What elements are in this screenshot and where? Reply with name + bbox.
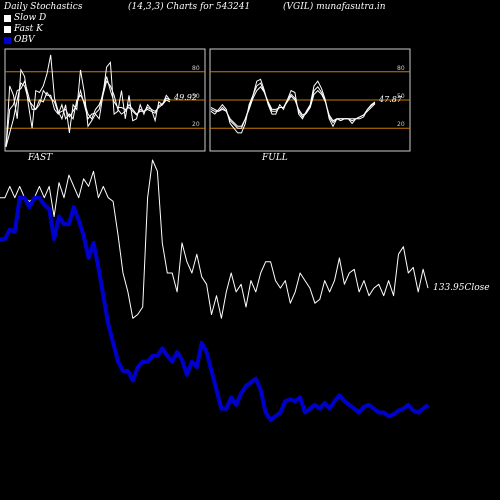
- full-tick-label-20: 20: [397, 121, 405, 128]
- full-last-value-label: 47.87: [378, 95, 403, 104]
- legend-label-slow-d: Slow D: [14, 13, 47, 23]
- price-line: [0, 159, 429, 319]
- close-price-label: 133.95Close: [433, 283, 490, 293]
- fast-series-line-1: [5, 79, 171, 148]
- fast-panel-title: FAST: [28, 153, 53, 163]
- fast-series-line-2: [5, 76, 171, 148]
- full-tick-label-80: 80: [397, 65, 405, 72]
- legend-obv: OBV: [4, 35, 35, 45]
- fast-tick-label-80: 80: [192, 65, 200, 72]
- chart-header-left: Daily Stochastics: [4, 2, 83, 12]
- legend-slow-d: Slow D: [4, 13, 46, 23]
- full-series-line-2: [210, 86, 376, 127]
- fast-last-value-label: 49.92: [173, 93, 197, 102]
- obv-line: [0, 195, 430, 422]
- fast-tick-label-20: 20: [192, 121, 200, 128]
- chart-header-params: (14,3,3) Charts for 543241: [128, 2, 251, 12]
- fast-tick-label-50: 50: [192, 93, 200, 100]
- legend-swatch-fast-k: [4, 25, 11, 33]
- legend-label-obv: OBV: [14, 35, 35, 45]
- legend-swatch-slow-d: [4, 14, 11, 22]
- legend-label-fast-k: Fast K: [14, 24, 43, 34]
- legend-fast-k: Fast K: [4, 24, 43, 34]
- full-panel-title: FULL: [262, 153, 288, 163]
- legend-swatch-obv: [4, 36, 11, 44]
- full-tick-label-50: 50: [397, 93, 405, 100]
- fast-series-line-0: [5, 54, 171, 148]
- chart-header-right: (VGIL) munafasutra.in: [283, 2, 386, 12]
